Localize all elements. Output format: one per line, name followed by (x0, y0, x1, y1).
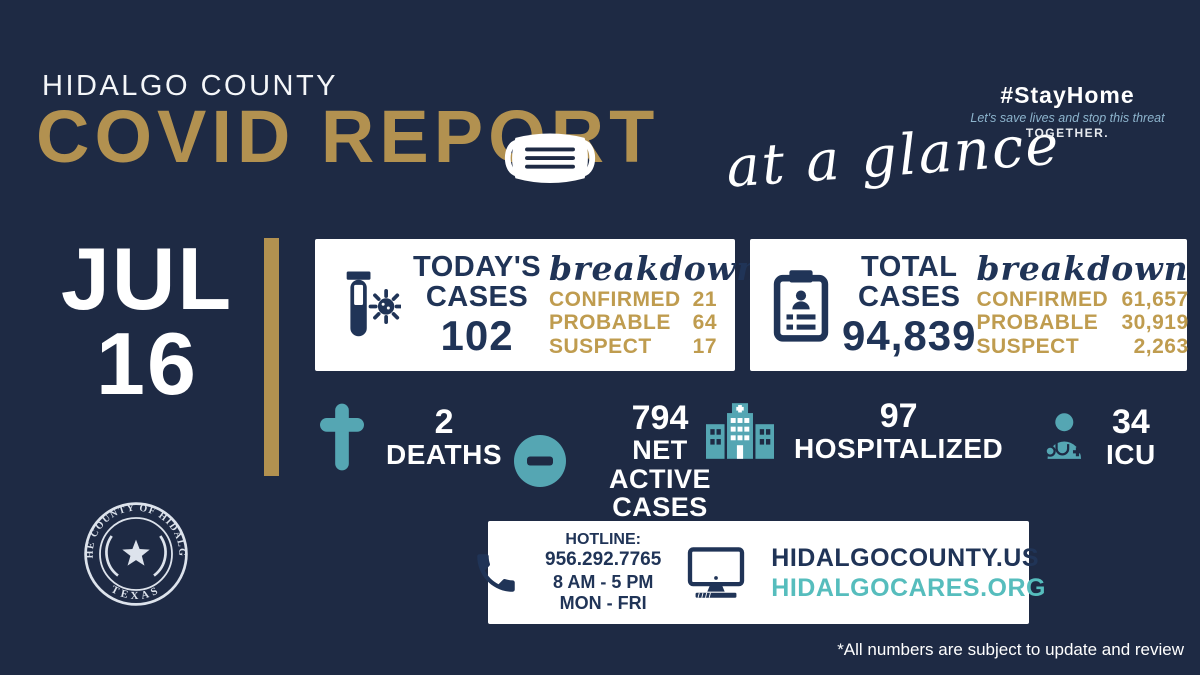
deaths-value: 2 (434, 403, 454, 442)
breakdown-row-suspect: SUSPECT 2,263 (976, 334, 1189, 358)
computer-monitor-icon (688, 546, 745, 598)
hidalgo-county-seal: THE COUNTY OF HIDALGO TEXAS (82, 500, 188, 606)
svg-text:TEXAS: TEXAS (109, 583, 163, 602)
report-date: JUL 16 (52, 229, 242, 414)
stayhome-hashtag: #StayHome (1000, 82, 1135, 108)
total-breakdown: breakdown CONFIRMED 61,657 PROBABLE 30,9… (976, 252, 1188, 357)
website-links: HIDALGOCOUNTY.US HIDALGOCARES.ORG (771, 543, 1046, 603)
todays-cases-card: TODAY'S CASES 102 breakdown CONFIRMED 21… (315, 239, 762, 371)
hotline-label: HOTLINE: (565, 530, 641, 548)
total-cases-card: TOTAL CASES 94,839 breakdown CONFIRMED 6… (750, 239, 1188, 371)
stat-hospitalized: 97 HOSPITALIZED (706, 398, 1003, 464)
test-tube-virus-icon (346, 271, 401, 337)
county-website-url: HIDALGOCOUNTY.US (771, 543, 1040, 572)
breakdown-row-probable: PROBABLE 30,919 (976, 311, 1189, 335)
hospitalized-value: 97 (879, 397, 918, 435)
net-active-label: NET ACTIVE CASES (608, 435, 711, 523)
stat-icu: 34 ICU (1036, 404, 1156, 470)
seal-bottom-text: TEXAS (109, 583, 159, 602)
clipboard-icon (773, 270, 829, 342)
breakdown-row-probable: PROBABLE 64 (549, 311, 717, 335)
contact-card: HOTLINE: 956.292.7765 8 AM - 5 PM MON - … (477, 521, 1045, 624)
hospital-icon (706, 403, 774, 459)
deaths-label: DEATHS (386, 439, 503, 471)
hotline-info: HOTLINE: 956.292.7765 8 AM - 5 PM MON - … (545, 530, 661, 615)
stayhome-together: TOGETHER. (1025, 126, 1110, 140)
total-cases-label-2: CASES (858, 280, 961, 313)
disclaimer-text: *All numbers are subject to update and r… (837, 640, 1184, 659)
vertical-divider (264, 238, 279, 476)
cares-website-url: HIDALGOCARES.ORG (771, 573, 1046, 602)
stayhome-tagline: Let's save lives and stop this threat (970, 111, 1165, 125)
todays-cases-value: 102 (440, 311, 514, 359)
todays-cases-label-2: CASES (425, 280, 529, 313)
minus-circle-icon (514, 434, 566, 487)
stat-net-active-cases: 794 NET ACTIVE CASES (514, 400, 740, 522)
breakdown-row-confirmed: CONFIRMED 21 (549, 288, 717, 312)
face-mask-icon (504, 133, 596, 183)
icu-label: ICU (1106, 439, 1156, 471)
date-month: JUL (60, 229, 234, 328)
breakdown-row-confirmed: CONFIRMED 61,657 (976, 288, 1189, 312)
breakdown-row-suspect: SUSPECT 17 (549, 334, 717, 358)
cross-icon (320, 403, 364, 471)
todays-cases-label-1: TODAY'S (413, 251, 542, 284)
breakdown-title: breakdown (549, 249, 762, 289)
hotline-days: MON - FRI (559, 593, 647, 614)
seal-star (122, 539, 150, 566)
phone-icon (477, 553, 515, 592)
hospitalized-label: HOSPITALIZED (794, 433, 1004, 465)
total-cases-label-1: TOTAL (861, 251, 958, 284)
date-day: 16 (96, 314, 198, 414)
hotline-hours: 8 AM - 5 PM (552, 571, 654, 592)
todays-cases-summary: TODAY'S CASES 102 (337, 251, 542, 359)
todays-breakdown: breakdown CONFIRMED 21 PROBABLE 64 SUSPE… (549, 249, 762, 358)
hotline-phone: 956.292.7765 (545, 549, 662, 571)
total-cases-value: 94,839 (842, 311, 977, 359)
doctor-icon (1044, 413, 1082, 459)
stat-deaths: 2 DEATHS (320, 403, 502, 471)
county-name: HIDALGO COUNTY (42, 70, 339, 102)
net-active-value: 794 (631, 399, 689, 437)
icu-value: 34 (1111, 403, 1150, 441)
total-cases-summary: TOTAL CASES 94,839 (772, 251, 977, 359)
breakdown-title: breakdown (976, 249, 1189, 289)
stayhome-block: #StayHome Let's save lives and stop this… (955, 82, 1180, 140)
